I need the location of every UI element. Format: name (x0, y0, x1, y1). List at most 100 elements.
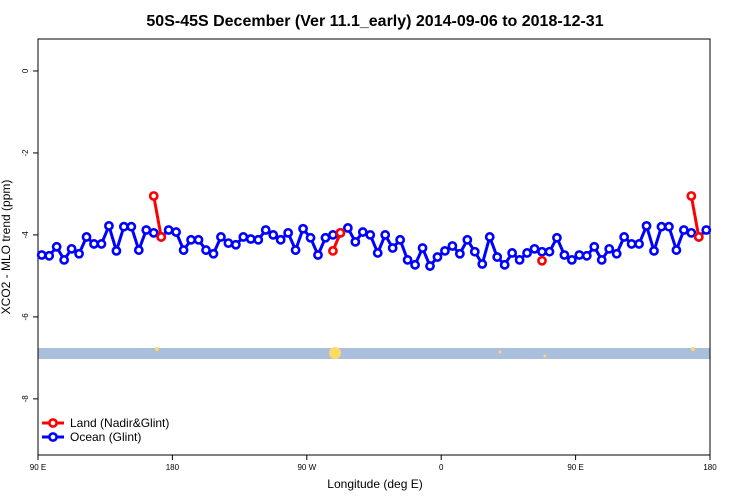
y-tick-label: -2 (21, 149, 30, 157)
data-point (89, 239, 99, 249)
x-tick-label: 90 E (567, 463, 583, 472)
data-point (649, 245, 659, 256)
y-tick-label: -6 (21, 313, 30, 321)
data-point (96, 239, 107, 249)
data-point (223, 238, 234, 249)
data-point (596, 255, 607, 265)
coverage-dot (498, 350, 502, 354)
data-point (313, 250, 323, 260)
data-point (36, 250, 47, 260)
data-point (678, 225, 689, 235)
data-point (238, 232, 249, 242)
data-point (365, 230, 376, 240)
data-point (178, 245, 189, 255)
data-point (171, 227, 182, 237)
data-point (335, 227, 346, 238)
data-point (664, 221, 674, 232)
data-point (59, 255, 70, 265)
data-point (163, 225, 174, 235)
data-point (148, 191, 159, 201)
data-point (208, 248, 219, 259)
series-line (689, 195, 701, 238)
coverage-dot (329, 347, 341, 359)
data-point (574, 250, 585, 260)
data-point (507, 248, 518, 258)
data-point (611, 248, 622, 259)
data-point (432, 252, 443, 262)
data-point (260, 225, 271, 235)
coverage-dot (691, 347, 695, 351)
data-point (537, 255, 547, 266)
y-tick-label: -8 (21, 395, 30, 403)
x-tick-label: 180 (703, 463, 717, 472)
data-point (529, 243, 540, 254)
coverage-dot (155, 347, 159, 351)
data-point (581, 250, 592, 261)
data-point (402, 255, 413, 265)
legend-marker (48, 418, 58, 428)
data-point (425, 261, 435, 271)
data-point (230, 239, 241, 250)
data-point (320, 232, 331, 243)
data-point (357, 227, 368, 237)
data-point (193, 234, 204, 245)
data-point (589, 241, 600, 252)
data-point (74, 248, 84, 259)
coverage-dot (543, 354, 547, 358)
data-point (537, 246, 547, 257)
data-point (656, 221, 667, 232)
x-tick-label: 90 W (297, 463, 316, 472)
data-point (44, 250, 55, 261)
legend-marker (48, 432, 58, 442)
data-point (469, 246, 480, 257)
data-point (626, 239, 637, 249)
coverage-band (38, 348, 710, 359)
data-point (141, 225, 152, 235)
data-point (104, 220, 114, 231)
data-point (604, 243, 615, 254)
data-point (514, 255, 525, 265)
data-point (387, 243, 398, 253)
data-point (641, 220, 652, 231)
data-point (268, 230, 279, 240)
legend-label: Land (Nadir&Glint) (70, 416, 169, 430)
data-point (395, 234, 406, 245)
legend-label: Ocean (Glint) (70, 430, 141, 444)
y-tick-label: -4 (21, 231, 30, 239)
y-tick-label: 0 (21, 68, 30, 73)
data-point (275, 234, 286, 245)
data-point (201, 245, 211, 255)
data-point (477, 259, 488, 269)
data-point (440, 245, 450, 256)
data-point (283, 227, 294, 238)
data-point (559, 250, 570, 260)
chart-title: 50S-45S December (Ver 11.1_early) 2014-0… (146, 13, 603, 30)
data-point (380, 230, 391, 240)
data-point (350, 236, 361, 247)
data-point (462, 234, 473, 245)
x-axis-label: Longitude (deg E) (327, 477, 422, 491)
x-tick-label: 90 E (30, 463, 46, 472)
series-line (152, 195, 163, 238)
data-point (619, 232, 630, 242)
data-point (484, 232, 495, 242)
data-point (216, 232, 226, 242)
data-point (66, 243, 77, 254)
data-point (686, 227, 697, 238)
data-point (253, 234, 264, 245)
data-point (51, 241, 62, 252)
data-point (686, 191, 697, 201)
data-point (634, 239, 644, 249)
data-point (81, 232, 92, 242)
data-point (305, 232, 316, 243)
data-point (566, 255, 577, 265)
data-point (693, 232, 704, 242)
data-point (410, 259, 420, 270)
data-point (245, 234, 256, 244)
data-point (417, 243, 428, 253)
data-point (701, 225, 712, 235)
data-point (328, 230, 338, 240)
data-point (186, 234, 196, 245)
data-point (499, 259, 510, 270)
